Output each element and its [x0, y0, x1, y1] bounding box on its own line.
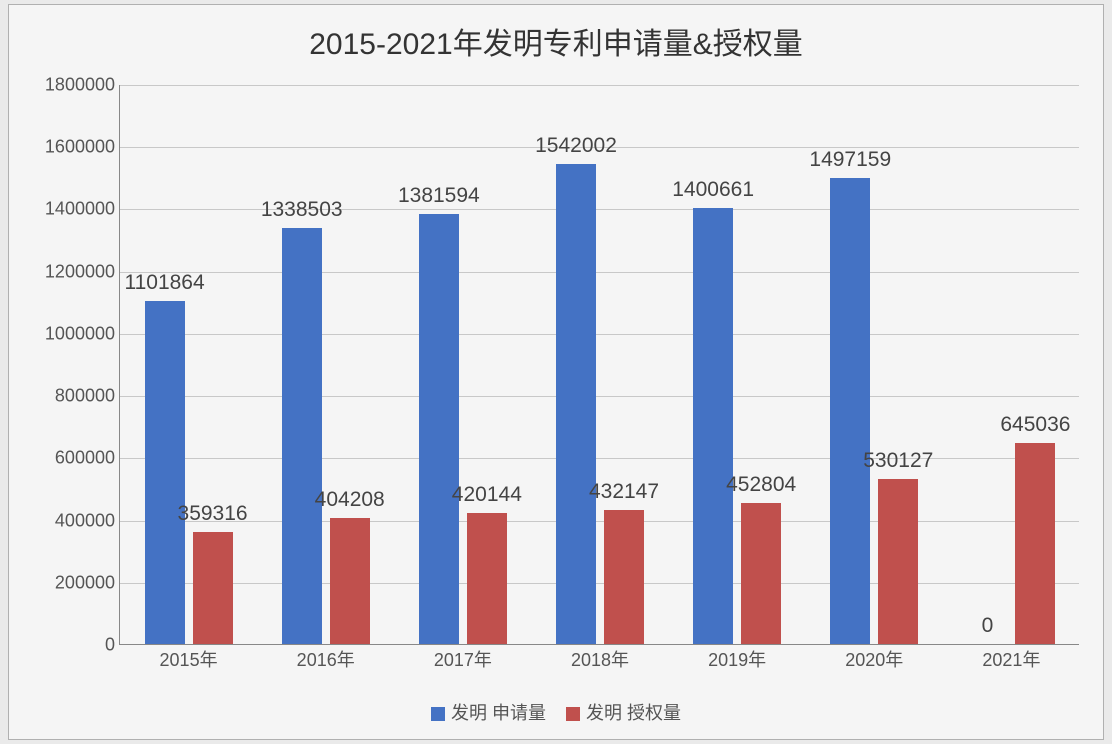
bar-value-label: 1497159 [809, 148, 891, 172]
bar-grants [604, 510, 644, 644]
bar-applications [830, 178, 870, 644]
y-tick-label: 800000 [25, 386, 115, 407]
bar-grants [741, 503, 781, 644]
x-tick-label: 2016年 [297, 646, 355, 672]
legend-swatch [566, 707, 580, 721]
y-tick-label: 600000 [25, 448, 115, 469]
y-tick-label: 0 [25, 635, 115, 656]
bar-value-label: 0 [982, 614, 994, 638]
gridline [120, 396, 1079, 397]
bar-value-label: 645036 [1000, 413, 1070, 437]
bar-grants [878, 479, 918, 644]
chart-title: 2015-2021年发明专利申请量&授权量 [9, 5, 1103, 63]
bar-applications [282, 228, 322, 644]
bar-grants [1015, 443, 1055, 644]
bar-grants [330, 518, 370, 644]
y-tick-label: 1800000 [25, 75, 115, 96]
legend: 发明 申请量 发明 授权量 [9, 699, 1103, 725]
y-tick-label: 1400000 [25, 199, 115, 220]
bar-applications [693, 208, 733, 644]
y-tick-label: 1000000 [25, 323, 115, 344]
bar-value-label: 1381594 [398, 184, 480, 208]
bar-applications [419, 214, 459, 644]
y-tick-label: 200000 [25, 572, 115, 593]
legend-swatch [431, 707, 445, 721]
bar-grants [193, 532, 233, 644]
x-tick-label: 2021年 [982, 646, 1040, 672]
bar-value-label: 1400661 [672, 178, 754, 202]
legend-label: 发明 申请量 [451, 703, 546, 723]
bar-value-label: 1542002 [535, 134, 617, 158]
bar-applications [145, 301, 185, 644]
gridline [120, 583, 1079, 584]
x-tick-label: 2018年 [571, 646, 629, 672]
bar-value-label: 420144 [452, 483, 522, 507]
bar-value-label: 432147 [589, 480, 659, 504]
bar-value-label: 1101864 [124, 271, 204, 295]
bar-applications [556, 164, 596, 644]
gridline [120, 458, 1079, 459]
gridline [120, 521, 1079, 522]
y-tick-label: 1600000 [25, 137, 115, 158]
x-tick-label: 2017年 [434, 646, 492, 672]
legend-item: 发明 申请量 [431, 699, 546, 725]
x-tick-label: 2020年 [845, 646, 903, 672]
bar-value-label: 530127 [863, 449, 933, 473]
x-tick-label: 2015年 [160, 646, 218, 672]
x-tick-label: 2019年 [708, 646, 766, 672]
bar-value-label: 359316 [178, 502, 248, 526]
legend-label: 发明 授权量 [586, 703, 681, 723]
y-tick-label: 1200000 [25, 261, 115, 282]
gridline [120, 272, 1079, 273]
plot-area: 0200000400000600000800000100000012000001… [119, 85, 1079, 645]
bar-value-label: 452804 [726, 473, 796, 497]
bar-value-label: 1338503 [261, 198, 343, 222]
bar-value-label: 404208 [315, 488, 385, 512]
bar-grants [467, 513, 507, 644]
chart-container: 2015-2021年发明专利申请量&授权量 020000040000060000… [8, 4, 1104, 740]
gridline [120, 85, 1079, 86]
legend-item: 发明 授权量 [566, 699, 681, 725]
gridline [120, 334, 1079, 335]
y-tick-label: 400000 [25, 510, 115, 531]
